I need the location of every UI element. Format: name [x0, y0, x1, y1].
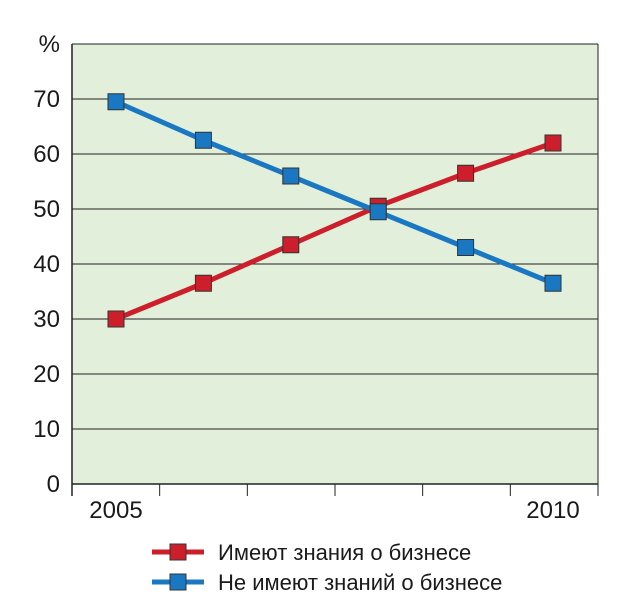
- data-point: [107, 310, 125, 328]
- y-tick-label: 30: [33, 306, 60, 333]
- legend: Имеют знания о бизнесе Не имеют знаний о …: [152, 540, 502, 595]
- y-tick-label: 50: [33, 196, 60, 223]
- legend-label: Не имеют знаний о бизнесе: [218, 570, 502, 595]
- y-tick-label: 0: [47, 471, 60, 498]
- grid-lines: [72, 43, 599, 484]
- series-1: [115, 140, 554, 322]
- x-tick-label: 2010: [526, 497, 579, 524]
- data-point: [369, 203, 387, 221]
- data-point: [544, 134, 562, 152]
- series-2: [114, 99, 554, 286]
- axes: [71, 44, 599, 496]
- legend-label: Имеют знания о бизнесе: [218, 540, 471, 565]
- legend-marker: [169, 543, 187, 561]
- data-point: [457, 239, 475, 256]
- data-point: [194, 131, 212, 149]
- series-2-markers: [107, 93, 562, 292]
- legend-item: Не имеют знаний о бизнесе: [152, 570, 502, 595]
- series-line: [114, 99, 554, 286]
- data-point: [194, 274, 212, 292]
- series: [107, 93, 562, 328]
- x-tick-label: 2005: [89, 497, 142, 524]
- data-point: [282, 236, 300, 254]
- data-point: [457, 164, 475, 182]
- y-tick-labels: 0 10 20 30 40 50 60 70: [33, 86, 60, 498]
- data-point: [544, 274, 562, 292]
- legend-item: Имеют знания о бизнесе: [152, 540, 471, 565]
- y-tick-label: 40: [33, 251, 60, 278]
- data-point: [107, 93, 125, 111]
- y-axis-unit-label: %: [39, 31, 60, 58]
- y-tick-label: 10: [33, 416, 60, 443]
- y-tick-label: 60: [33, 141, 60, 168]
- series-line: [115, 140, 554, 322]
- x-tick-labels: 2005 2010: [89, 497, 579, 524]
- data-point: [282, 167, 300, 185]
- y-tick-label: 20: [33, 361, 60, 388]
- legend-marker: [169, 573, 187, 591]
- y-tick-label: 70: [33, 86, 60, 113]
